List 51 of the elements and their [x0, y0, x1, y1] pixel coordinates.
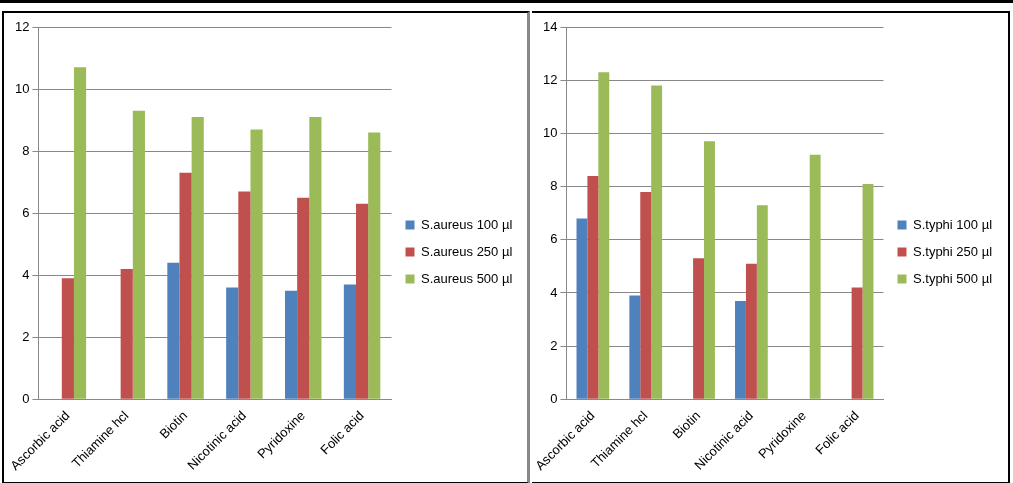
y-tick-label: 10: [14, 80, 30, 96]
legend-label: S.typhi 100 µl: [913, 216, 993, 232]
bar: [745, 263, 757, 399]
bar: [756, 205, 768, 399]
y-tick-label: 8: [22, 142, 30, 158]
bar: [587, 175, 599, 399]
bar: [179, 172, 192, 399]
legend-label: S.aureus 250 µl: [421, 243, 513, 259]
bar: [191, 116, 204, 399]
y-tick-label: 12: [14, 18, 30, 34]
y-tick-label: 10: [542, 124, 558, 140]
y-tick-label: 0: [550, 390, 558, 406]
bar: [851, 287, 863, 399]
bar: [309, 116, 322, 399]
bar: [809, 154, 821, 399]
bar: [343, 284, 356, 399]
y-tick-label: 8: [550, 178, 558, 194]
y-tick-label: 6: [550, 231, 558, 247]
bar: [576, 218, 588, 399]
bar: [250, 129, 263, 399]
bar: [167, 262, 180, 399]
bar: [226, 287, 239, 399]
y-tick-label: 4: [550, 284, 558, 300]
bar: [862, 183, 874, 399]
y-tick-label: 14: [542, 18, 558, 34]
y-tick-label: 2: [22, 328, 30, 344]
y-tick-label: 2: [550, 337, 558, 353]
bar: [704, 141, 715, 399]
y-tick-label: 4: [22, 266, 30, 282]
bar: [297, 197, 310, 399]
y-tick-label: 6: [22, 204, 30, 220]
bar: [61, 278, 74, 399]
bar: [132, 110, 145, 399]
bar: [651, 85, 663, 399]
legend-label: S.aureus 100 µl: [421, 216, 513, 232]
bar: [73, 67, 87, 399]
legend-label: S.aureus 500 µl: [421, 270, 513, 286]
bar: [598, 72, 610, 399]
bar: [368, 132, 381, 399]
legend-label: S.typhi 500 µl: [913, 270, 993, 286]
legend-label: S.typhi 250 µl: [913, 243, 993, 259]
bar: [120, 269, 133, 399]
bar: [285, 290, 298, 399]
bar: [356, 203, 369, 399]
y-tick-label: 0: [22, 390, 30, 406]
bar: [640, 191, 652, 399]
bar: [238, 191, 251, 399]
bar: [629, 295, 641, 399]
bar: [735, 300, 746, 399]
bar: [693, 258, 705, 399]
y-tick-label: 12: [542, 71, 558, 87]
